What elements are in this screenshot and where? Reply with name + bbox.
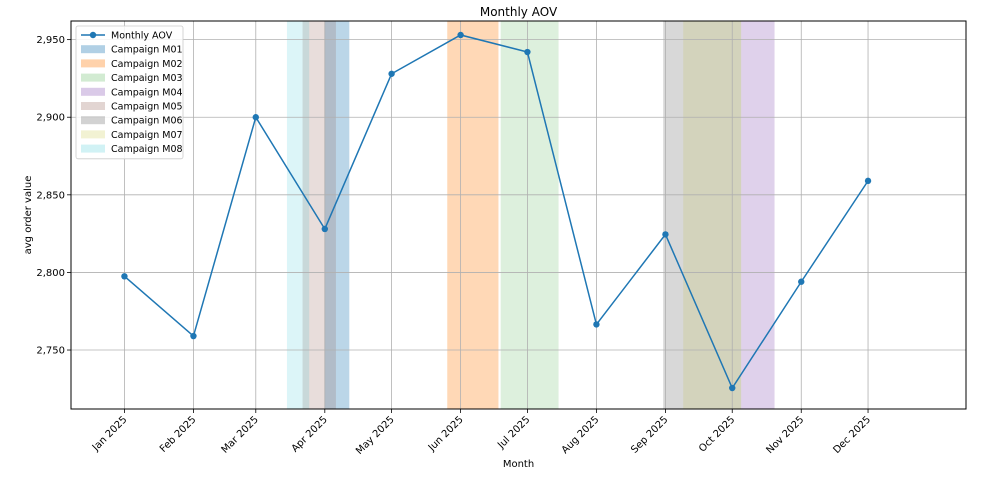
legend-label: Campaign M01 — [111, 45, 183, 56]
data-point-12 — [865, 178, 871, 184]
legend-swatch — [81, 59, 105, 67]
y-tick-label: 2,950 — [36, 35, 65, 46]
campaign-band-3 — [501, 21, 559, 409]
legend-label: Campaign M04 — [111, 87, 183, 98]
x-tick-label: Nov 2025 — [765, 414, 807, 456]
x-tick-label: Aug 2025 — [560, 414, 602, 456]
legend-swatch — [81, 102, 105, 110]
y-tick-label: 2,900 — [36, 113, 65, 124]
legend-label: Campaign M08 — [111, 144, 183, 155]
data-point-11 — [798, 279, 804, 285]
x-tick-label: Dec 2025 — [831, 414, 873, 456]
campaign-band-4 — [741, 21, 774, 409]
data-point-9 — [662, 231, 668, 237]
x-axis-ticks: Jan 2025 Feb 2025 Mar 2025 Apr 2025 May 2025… — [90, 409, 873, 457]
y-tick-label: 2,850 — [36, 190, 65, 201]
legend-label: Monthly AOV — [111, 31, 173, 42]
legend-marker-swatch — [90, 32, 96, 38]
legend-label: Campaign M02 — [111, 59, 183, 70]
campaign-band-8 — [287, 21, 309, 409]
x-tick-label: Feb 2025 — [158, 414, 199, 455]
data-point-6 — [457, 32, 463, 38]
legend-label: Campaign M05 — [111, 102, 183, 113]
legend-swatch — [81, 145, 105, 153]
x-tick-label: May 2025 — [354, 414, 397, 457]
x-tick-label: Apr 2025 — [290, 414, 330, 454]
campaign-band-2 — [447, 21, 498, 409]
chart-title: Monthly AOV — [480, 5, 558, 19]
legend-label: Campaign M03 — [111, 73, 183, 84]
y-tick-label: 2,750 — [36, 346, 65, 357]
legend-swatch — [81, 116, 105, 124]
legend-swatch — [81, 45, 105, 53]
y-axis-ticks: 2,750 2,800 2,850 2,900 2,950 — [36, 35, 71, 356]
legend-swatch — [81, 74, 105, 82]
x-tick-label: Oct 2025 — [697, 414, 737, 454]
x-tick-label: Jun 2025 — [426, 414, 466, 454]
data-point-5 — [388, 71, 394, 77]
y-tick-label: 2,800 — [36, 268, 65, 279]
data-point-8 — [593, 321, 599, 327]
data-point-10 — [729, 385, 735, 391]
data-point-2 — [190, 333, 196, 339]
data-point-3 — [253, 114, 259, 120]
x-axis-label: Month — [503, 459, 534, 470]
x-tick-label: Sep 2025 — [629, 414, 670, 455]
data-point-1 — [121, 273, 127, 279]
x-tick-label: Mar 2025 — [220, 414, 261, 455]
legend-label: Campaign M07 — [111, 130, 183, 141]
data-point-7 — [524, 49, 530, 55]
x-tick-label: Jan 2025 — [90, 414, 130, 454]
legend-swatch — [81, 130, 105, 138]
data-point-4 — [322, 226, 328, 232]
legend-swatch — [81, 88, 105, 96]
campaign-bands — [287, 21, 775, 409]
legend-label: Campaign M06 — [111, 116, 183, 127]
legend: Monthly AOV Campaign M01 Campaign M02 Campa… — [76, 26, 183, 159]
x-tick-label: Jul 2025 — [495, 414, 532, 451]
y-axis-label: avg order value — [23, 176, 34, 255]
